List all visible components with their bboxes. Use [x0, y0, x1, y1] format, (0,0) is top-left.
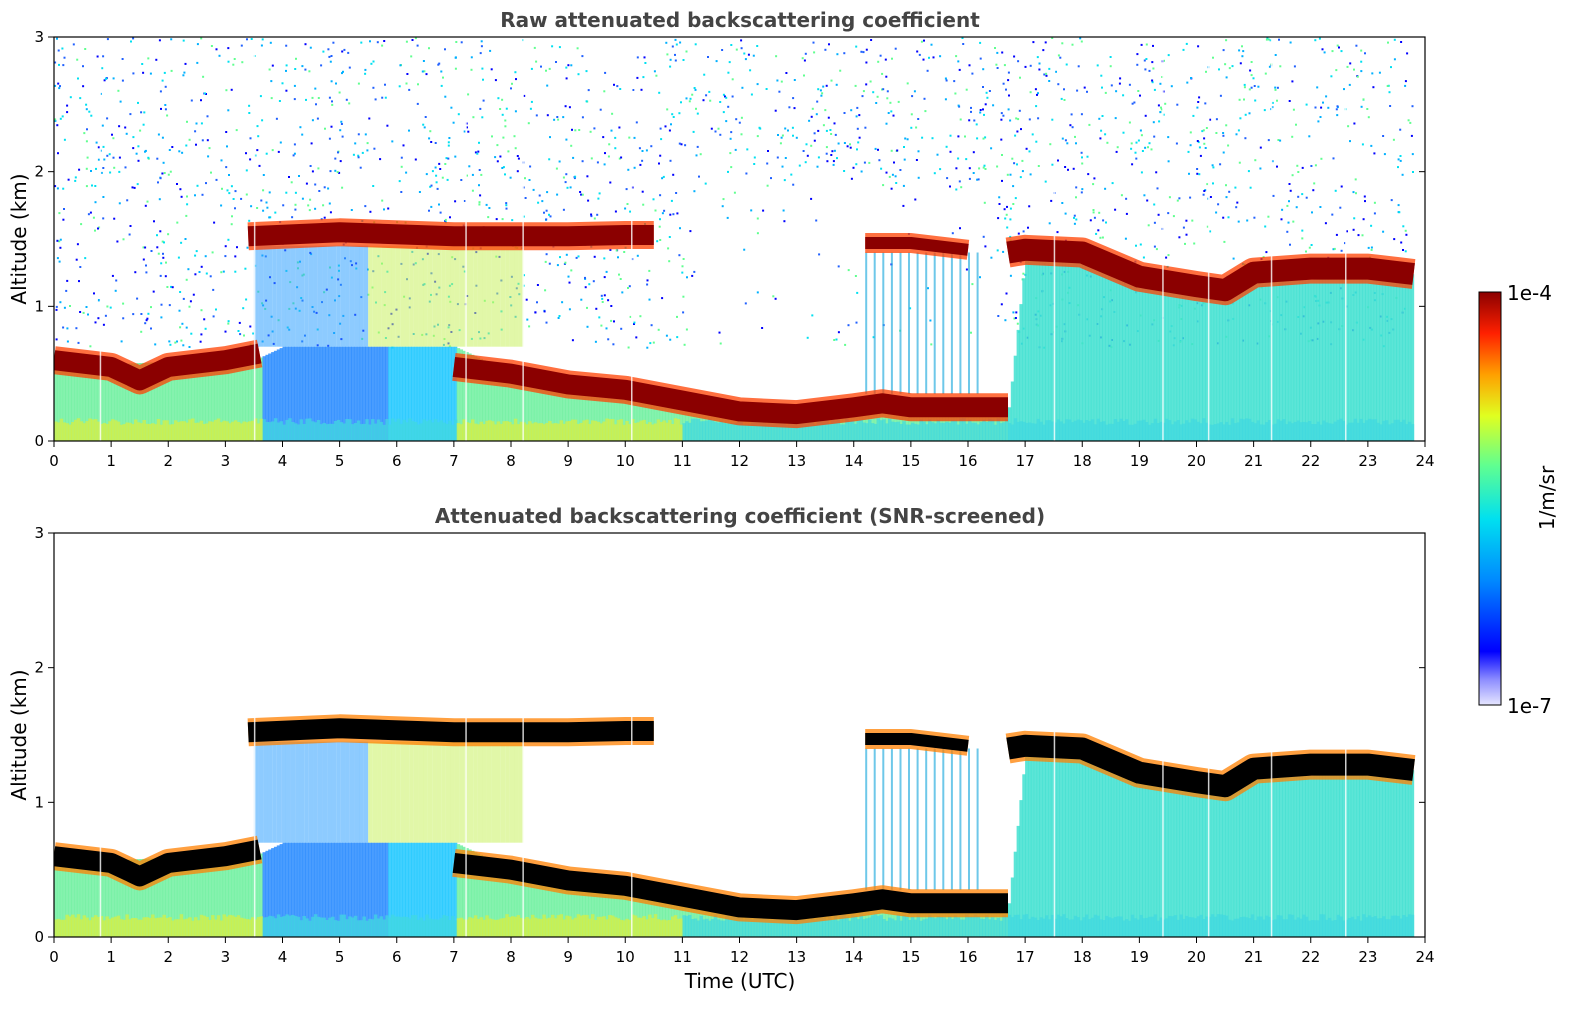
x-tick-label: 15 — [901, 452, 920, 470]
cloud-layer-afternoon-mid-layer — [865, 237, 969, 256]
x-tick-label: 22 — [1301, 452, 1320, 470]
cloud-layer-afternoon-mid-layer — [865, 733, 969, 752]
y-tick-label: 2 — [34, 163, 44, 181]
x-tick-label: 14 — [844, 452, 863, 470]
x-tick-label: 19 — [1130, 452, 1149, 470]
x-tick-label: 4 — [278, 948, 288, 966]
x-tick-label: 12 — [730, 948, 749, 966]
heatmap-area — [54, 37, 1416, 441]
x-tick-label: 1 — [106, 452, 116, 470]
x-tick-label: 17 — [1016, 452, 1035, 470]
heatmap-content — [54, 533, 1416, 937]
x-tick-label: 19 — [1130, 948, 1149, 966]
x-tick-label: 18 — [1073, 948, 1092, 966]
x-tick-label: 0 — [49, 948, 59, 966]
colorbar-gradient — [1478, 291, 1502, 706]
cloud-layer-descending-cloud-base — [452, 852, 1008, 921]
x-axis-label: Time (UTC) — [684, 969, 796, 993]
x-tick-label: 18 — [1073, 452, 1092, 470]
colorbar-max-label: 1e-4 — [1507, 281, 1552, 305]
x-tick-label: 2 — [163, 452, 173, 470]
y-tick-label: 3 — [34, 28, 44, 46]
y-tick-label: 1 — [34, 297, 44, 315]
y-axis-label: Altitude (km) — [7, 173, 31, 304]
x-tick-label: 21 — [1244, 948, 1263, 966]
x-tick-label: 6 — [392, 452, 402, 470]
x-tick-label: 14 — [844, 948, 863, 966]
y-axis: 0 1 2 3 — [34, 28, 1425, 450]
panel-title: Raw attenuated backscattering coefficien… — [500, 8, 980, 32]
x-tick-label: 16 — [958, 452, 977, 470]
x-tick-label: 3 — [221, 452, 231, 470]
y-axis: 0 1 2 3 — [34, 524, 1425, 946]
x-tick-label: 10 — [616, 452, 635, 470]
x-tick-label: 20 — [1187, 452, 1206, 470]
x-tick-label: 22 — [1301, 948, 1320, 966]
panel-title: Attenuated backscattering coefficient (S… — [435, 504, 1045, 528]
x-tick-label: 23 — [1358, 452, 1377, 470]
x-tick-label: 1 — [106, 948, 116, 966]
x-tick-label: 8 — [506, 452, 516, 470]
x-tick-label: 6 — [392, 948, 402, 966]
x-tick-label: 5 — [335, 452, 345, 470]
background-noise — [54, 37, 1414, 349]
y-tick-label: 2 — [34, 659, 44, 677]
x-tick-label: 16 — [958, 948, 977, 966]
cloud-layer-stratocumulus-top — [54, 839, 262, 887]
x-tick-label: 24 — [1415, 948, 1434, 966]
cloud-layer-elevated-layer — [247, 222, 654, 247]
colorbar: 1e-4 1e-7 1/m/sr — [1478, 281, 1559, 718]
colorbar-min-label: 1e-7 — [1507, 694, 1552, 718]
y-tick-label: 0 — [34, 432, 44, 450]
x-tick-label: 12 — [730, 452, 749, 470]
x-tick-label: 23 — [1358, 948, 1377, 966]
heatmap-content — [54, 37, 1416, 441]
x-tick-label: 2 — [163, 948, 173, 966]
x-tick-label: 15 — [901, 948, 920, 966]
x-tick-label: 9 — [563, 452, 573, 470]
x-tick-label: 11 — [673, 452, 692, 470]
x-tick-label: 13 — [787, 948, 806, 966]
cloud-layer-descending-cloud-base — [452, 356, 1008, 425]
x-tick-label: 4 — [278, 452, 288, 470]
heatmap-area — [54, 533, 1416, 937]
x-tick-label: 13 — [787, 452, 806, 470]
x-tick-label: 7 — [449, 452, 459, 470]
x-tick-label: 0 — [49, 452, 59, 470]
x-tick-label: 20 — [1187, 948, 1206, 966]
x-axis: 0 1 2 3 4 5 6 7 8 9 10 11 12 13 14 15 16 17 18 19 20 21 22 23 24 — [49, 937, 1435, 966]
x-tick-label: 8 — [506, 948, 516, 966]
panel-raw: Raw attenuated backscattering coefficien… — [7, 8, 1435, 470]
y-tick-label: 0 — [34, 928, 44, 946]
x-tick-label: 11 — [673, 948, 692, 966]
x-tick-label: 9 — [563, 948, 573, 966]
colorbar-unit-label: 1/m/sr — [1535, 465, 1559, 530]
x-tick-label: 24 — [1415, 452, 1434, 470]
x-tick-label: 3 — [221, 948, 231, 966]
cloud-layer-stratocumulus-top — [54, 343, 262, 391]
y-tick-label: 1 — [34, 793, 44, 811]
x-tick-label: 17 — [1016, 948, 1035, 966]
cloud-layer-elevated-layer — [247, 718, 654, 743]
x-tick-label: 5 — [335, 948, 345, 966]
y-axis-label: Altitude (km) — [7, 669, 31, 800]
y-tick-label: 3 — [34, 524, 44, 542]
x-axis: 0 1 2 3 4 5 6 7 8 9 10 11 12 13 14 15 16 17 18 19 20 21 22 23 24 — [49, 441, 1435, 470]
panel-snr-screened: Attenuated backscattering coefficient (S… — [7, 504, 1435, 993]
x-tick-label: 21 — [1244, 452, 1263, 470]
x-tick-label: 10 — [616, 948, 635, 966]
x-tick-label: 7 — [449, 948, 459, 966]
